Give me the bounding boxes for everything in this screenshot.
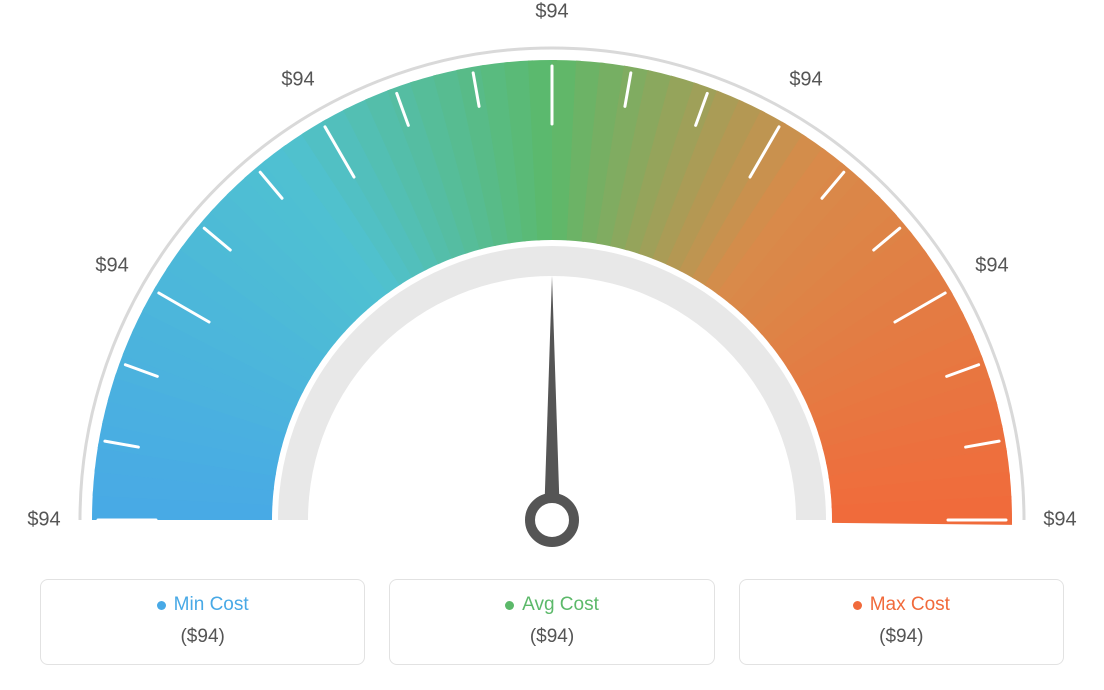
- gauge-tick-label: $94: [975, 255, 1008, 278]
- legend-dot-max: [853, 601, 862, 610]
- gauge-tick-label: $94: [789, 69, 822, 92]
- gauge-area: $94 $94 $94 $94 $94 $94 $94: [0, 0, 1104, 560]
- legend-value-min: ($94): [51, 626, 354, 648]
- legend-card-min: Min Cost ($94): [40, 579, 365, 665]
- legend-title-avg: Avg Cost: [505, 594, 599, 616]
- legend-title-min: Min Cost: [157, 594, 249, 616]
- legend-label-min: Min Cost: [174, 594, 249, 616]
- legend-dot-min: [157, 601, 166, 610]
- gauge-tick-label: $94: [281, 69, 314, 92]
- cost-gauge-chart: { "gauge": { "type": "gauge", "center_x"…: [0, 0, 1104, 690]
- legend-dot-avg: [505, 601, 514, 610]
- legend-value-max: ($94): [750, 626, 1053, 648]
- gauge-tick-label: $94: [95, 255, 128, 278]
- legend-label-avg: Avg Cost: [522, 594, 599, 616]
- legend-value-avg: ($94): [400, 626, 703, 648]
- legend-card-avg: Avg Cost ($94): [389, 579, 714, 665]
- gauge-tick-label: $94: [535, 1, 568, 24]
- legend-title-max: Max Cost: [853, 594, 950, 616]
- legend-label-max: Max Cost: [870, 594, 950, 616]
- gauge-tick-label: $94: [1043, 509, 1076, 532]
- legend-card-max: Max Cost ($94): [739, 579, 1064, 665]
- gauge-svg: [0, 0, 1104, 560]
- gauge-tick-label: $94: [27, 509, 60, 532]
- legend-row: Min Cost ($94) Avg Cost ($94) Max Cost (…: [40, 579, 1064, 665]
